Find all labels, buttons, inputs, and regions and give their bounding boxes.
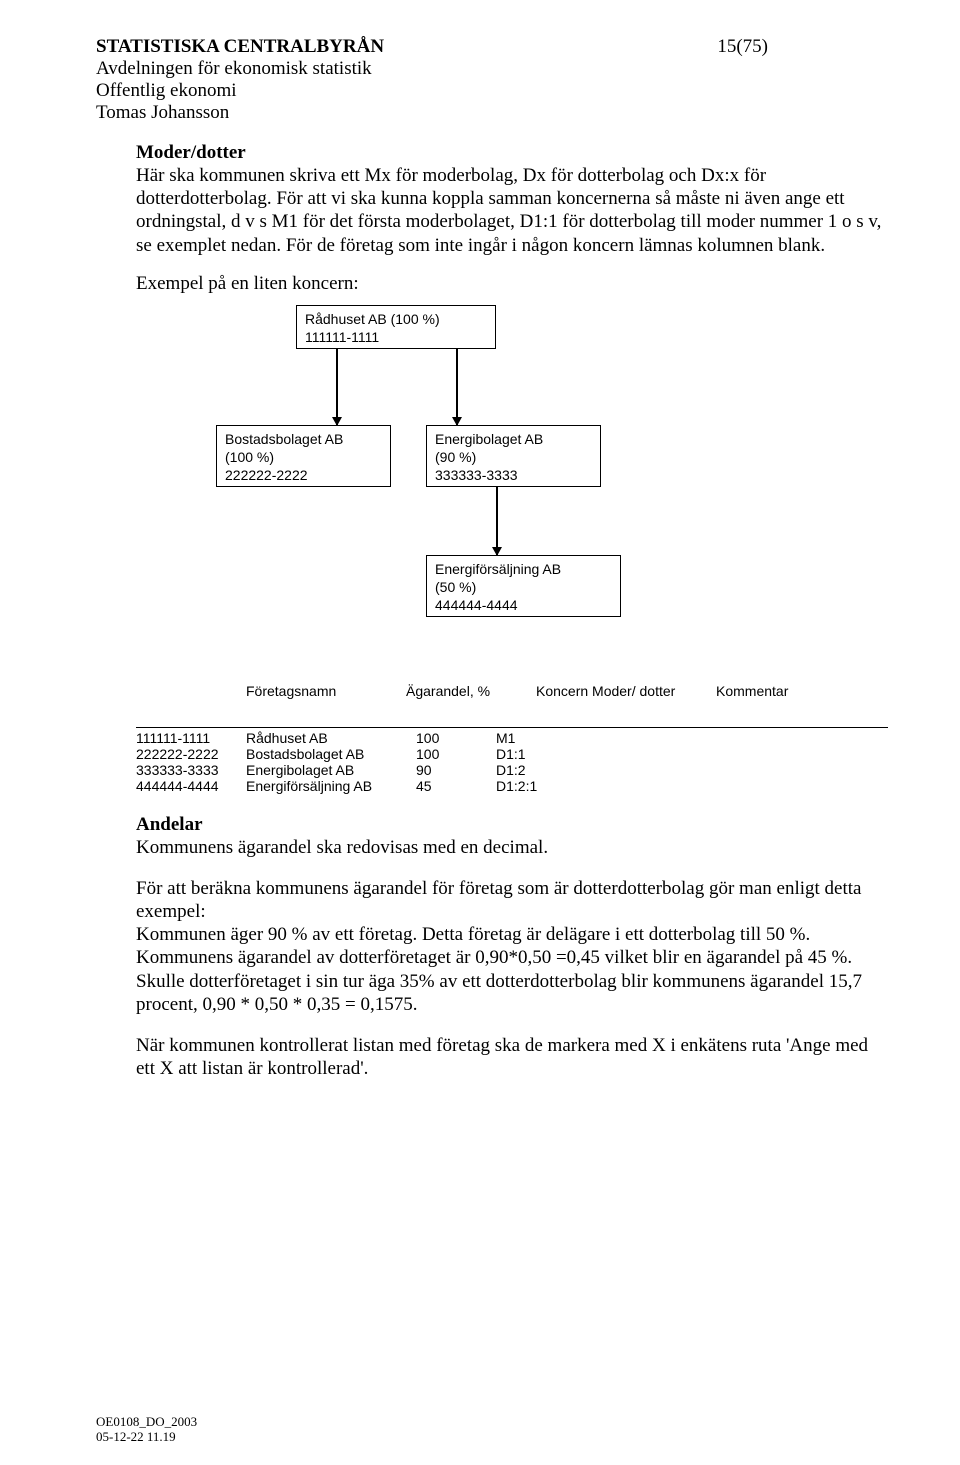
andelar-p5: När kommunen kontrollerat listan med för… (136, 1034, 888, 1080)
example-label: Exempel på en liten koncern: (136, 273, 888, 295)
org-unit: Offentlig ekonomi (96, 80, 384, 102)
diagram-node-bostad: Bostadsbolaget AB(100 %)222222-2222 (216, 425, 391, 487)
diagram-edge-radhuset-bostad (336, 349, 338, 425)
diagram-edge-radhuset-energi (456, 349, 458, 425)
org-author: Tomas Johansson (96, 102, 384, 124)
org-name: STATISTISKA CENTRALBYRÅN (96, 36, 384, 58)
cell-md: D1:1 (496, 746, 616, 762)
table-row: 111111-1111Rådhuset AB100M1 (136, 730, 888, 746)
table-row: 222222-2222Bostadsbolaget AB100D1:1 (136, 746, 888, 762)
footer-doc-id: OE0108_DO_2003 (96, 1415, 197, 1430)
org-chart-diagram: Rådhuset AB (100 %)111111-1111 Bostadsbol… (136, 305, 776, 665)
cell-name: Bostadsbolaget AB (246, 746, 416, 762)
org-dept: Avdelningen för ekonomisk statistik (96, 58, 384, 80)
col-agarandel: Ägarandel, % (406, 683, 536, 699)
cell-share: 45 (416, 778, 496, 794)
table-header-row: Företagsnamn Ägarandel, % Koncern Moder/… (136, 683, 888, 699)
cell-name: Energibolaget AB (246, 762, 416, 778)
andelar-p3: Kommunen äger 90 % av ett företag. Detta… (136, 923, 888, 969)
cell-md: D1:2:1 (496, 778, 616, 794)
cell-share: 100 (416, 746, 496, 762)
page-number: 15(75) (717, 36, 888, 58)
cell-orgnr: 111111-1111 (136, 730, 246, 746)
diagram-node-energi: Energibolaget AB(90 %)333333-3333 (426, 425, 601, 487)
header-left: STATISTISKA CENTRALBYRÅN Avdelningen för… (96, 36, 384, 124)
andelar-p1: Kommunens ägarandel ska redovisas med en… (136, 836, 888, 859)
section-moderdotter-title: Moder/dotter (136, 142, 888, 164)
cell-orgnr: 222222-2222 (136, 746, 246, 762)
andelar-p4: Skulle dotterföretaget i sin tur äga 35%… (136, 970, 888, 1016)
page-footer: OE0108_DO_2003 05-12-22 11.19 (96, 1415, 197, 1445)
cell-share: 100 (416, 730, 496, 746)
cell-name: Rådhuset AB (246, 730, 416, 746)
cell-share: 90 (416, 762, 496, 778)
col-foretagsnamn: Företagsnamn (246, 683, 406, 699)
cell-orgnr: 444444-4444 (136, 778, 246, 794)
cell-orgnr: 333333-3333 (136, 762, 246, 778)
section-moderdotter-body: Här ska kommunen skriva ett Mx för moder… (136, 164, 888, 257)
cell-md: D1:2 (496, 762, 616, 778)
diagram-edge-energi-forsalj (496, 487, 498, 555)
col-kommentar: Kommentar (716, 683, 836, 699)
diagram-node-radhuset: Rådhuset AB (100 %)111111-1111 (296, 305, 496, 349)
section-andelar-title: Andelar (136, 814, 888, 836)
table-row: 333333-3333Energibolaget AB90D1:2 (136, 762, 888, 778)
table-row: 444444-4444Energiförsäljning AB45D1:2:1 (136, 778, 888, 794)
col-koncern: Koncern Moder/ dotter (536, 683, 716, 699)
footer-timestamp: 05-12-22 11.19 (96, 1430, 197, 1445)
company-table: Företagsnamn Ägarandel, % Koncern Moder/… (136, 683, 888, 794)
andelar-p2: För att beräkna kommunens ägarandel för … (136, 877, 888, 923)
diagram-node-forsalj: Energiförsäljning AB(50 %)444444-4444 (426, 555, 621, 617)
cell-name: Energiförsäljning AB (246, 778, 416, 794)
page-header: STATISTISKA CENTRALBYRÅN Avdelningen för… (96, 36, 888, 124)
cell-md: M1 (496, 730, 616, 746)
